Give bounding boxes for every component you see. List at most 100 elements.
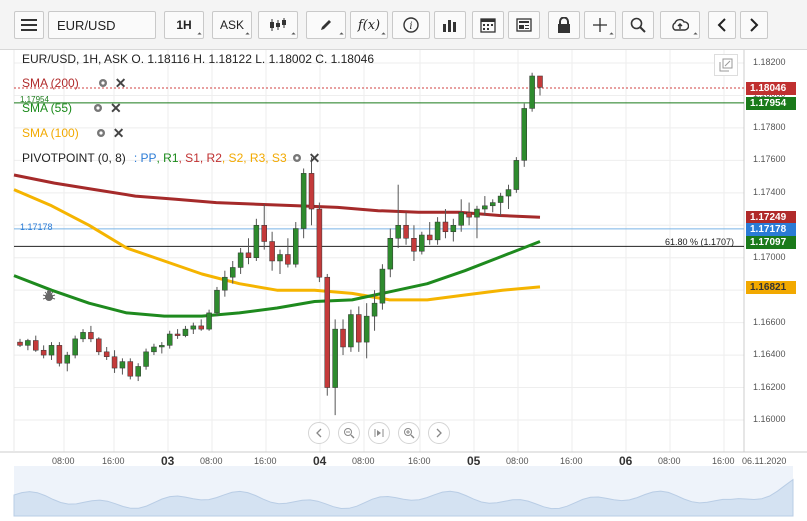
y-tick-label: 1.17000	[753, 251, 786, 262]
chevron-left-icon	[717, 18, 726, 32]
chart-navigation	[308, 422, 450, 444]
legend-sma100: SMA (100) ✕	[22, 126, 124, 140]
candle-body	[521, 108, 527, 161]
x-tick-label: 04	[313, 454, 327, 468]
scroll-right-nav[interactable]	[428, 422, 450, 444]
candle-body	[135, 366, 141, 377]
candle-body	[182, 328, 189, 336]
price-tag: 1.17178	[746, 222, 796, 236]
candle-body	[426, 234, 433, 241]
close-icon[interactable]: ✕	[114, 75, 127, 91]
news-button[interactable]	[508, 11, 540, 39]
y-tick-label: 1.17400	[753, 186, 786, 197]
price-type-label: ASK	[219, 18, 244, 32]
candle-body	[269, 241, 275, 262]
candle-body	[434, 221, 441, 241]
candlestick-icon	[270, 18, 286, 31]
menu-icon	[21, 19, 37, 31]
pivot-r2: , R2	[199, 151, 222, 165]
moving-averages	[13, 173, 541, 318]
candle-body	[190, 325, 197, 330]
price-chart[interactable]	[0, 50, 807, 521]
candle-body	[308, 173, 315, 210]
zoom-out-icon	[344, 428, 355, 439]
symbol-selector[interactable]: EUR/USD	[48, 11, 156, 39]
candle-body	[222, 276, 228, 291]
info-icon: i	[403, 17, 419, 33]
candle-body	[64, 354, 71, 364]
candlesticks	[17, 72, 543, 416]
zoom-out-nav[interactable]	[338, 422, 360, 444]
zoom-in-nav[interactable]	[398, 422, 420, 444]
x-tick-label: 16:00	[712, 456, 735, 466]
x-tick-label: 16:00	[560, 456, 583, 466]
candle-body	[489, 202, 496, 207]
x-tick-label: 06	[619, 454, 633, 468]
legend-label: SMA (100)	[22, 126, 79, 140]
x-tick-label: 16:00	[102, 456, 125, 466]
candle-body	[379, 268, 386, 304]
x-tick-label: 06.11.2020	[742, 456, 787, 466]
x-tick-label: 08:00	[52, 456, 75, 466]
sma100-line	[13, 188, 541, 302]
crosshair-button[interactable]	[584, 11, 616, 39]
price-tag: 1.18046	[746, 81, 796, 95]
volume-button[interactable]	[434, 11, 466, 39]
candle-body	[332, 328, 338, 388]
x-tick-label: 08:00	[658, 456, 681, 466]
x-tick-label: 08:00	[200, 456, 223, 466]
candle-body	[25, 340, 31, 346]
candle-body	[237, 252, 244, 268]
pivot-pp: : PP	[133, 151, 157, 165]
zoom-button[interactable]	[622, 11, 654, 39]
crosshair-icon	[593, 18, 607, 32]
level-lines	[14, 87, 744, 247]
scroll-left-nav[interactable]	[308, 422, 330, 444]
candle-body	[293, 228, 299, 265]
close-icon[interactable]: ✕	[308, 150, 321, 166]
gear-icon[interactable]	[291, 152, 303, 164]
candle-body	[340, 328, 346, 348]
scroll-left-icon	[316, 428, 322, 438]
candle-body	[198, 325, 204, 330]
legend-pivot: PIVOTPOINT (0, 8) : PP , R1 , S1 , R2 , …	[22, 151, 320, 165]
scroll-right-icon	[436, 428, 442, 438]
close-icon[interactable]: ✕	[110, 100, 122, 116]
scroll-right-button[interactable]	[740, 11, 768, 39]
price-tag: 1.17249	[746, 211, 796, 225]
y-tick-label: 1.18200	[753, 57, 786, 67]
restore-window-button[interactable]	[714, 54, 738, 76]
interval-selector[interactable]: 1H	[164, 11, 204, 39]
scroll-left-button[interactable]	[708, 11, 736, 39]
reset-nav[interactable]	[368, 422, 390, 444]
lock-button[interactable]	[548, 11, 580, 39]
blue-level-label: 1.17178	[20, 222, 53, 232]
info-button[interactable]: i	[392, 11, 430, 39]
candle-body	[127, 361, 134, 377]
close-icon[interactable]: ✕	[112, 125, 125, 141]
gear-icon[interactable]	[92, 102, 104, 114]
chart-type-button[interactable]	[258, 11, 298, 39]
green-level-label: 1.17954	[20, 95, 49, 104]
gear-icon[interactable]	[95, 127, 107, 139]
pivot-s2: , S2	[221, 151, 244, 165]
bug-icon[interactable]	[42, 289, 56, 303]
legend-label: SMA (55)	[22, 101, 73, 115]
lock-icon	[558, 17, 570, 33]
draw-tools-button[interactable]	[306, 11, 346, 39]
candle-body	[403, 225, 409, 239]
calendar-button[interactable]	[472, 11, 504, 39]
svg-text:i: i	[409, 21, 412, 32]
pencil-icon	[321, 20, 331, 30]
price-type-selector[interactable]: ASK	[212, 11, 252, 39]
candle-body	[411, 238, 417, 252]
indicators-button[interactable]: f(x)	[350, 11, 388, 39]
price-tag: 1.17954	[746, 96, 796, 110]
y-tick-label: 1.17800	[753, 121, 786, 132]
candle-body	[111, 356, 118, 369]
gear-icon[interactable]	[97, 77, 109, 89]
menu-button[interactable]	[14, 11, 44, 39]
candle-body	[450, 225, 457, 233]
share-button[interactable]	[660, 11, 700, 39]
